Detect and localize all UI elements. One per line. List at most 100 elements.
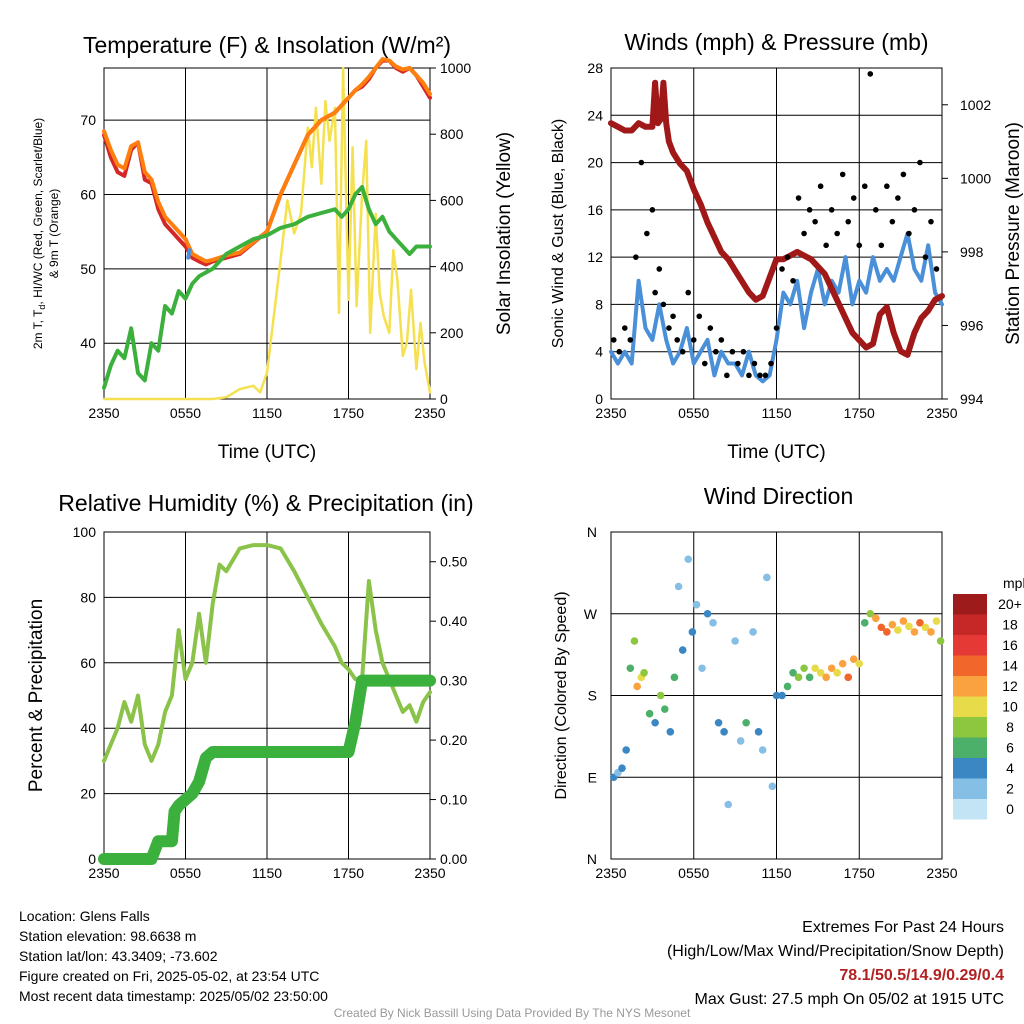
direction-point	[827, 664, 836, 673]
gust-point	[906, 230, 912, 237]
legend-swatch	[953, 655, 987, 676]
extremes-info: Extremes For Past 24 Hours (High/Low/Max…	[667, 916, 1004, 1012]
y-tick-label: 28	[587, 60, 603, 76]
direction-point	[720, 728, 728, 736]
gust-point	[790, 277, 796, 284]
gust-point	[638, 159, 645, 166]
y-axis-label: Direction (Colored By Speed)	[553, 591, 570, 799]
legend-swatch	[953, 799, 987, 820]
y-tick-label: 0	[595, 391, 603, 407]
y-tick-label: 20	[587, 155, 603, 171]
gust-point	[873, 207, 879, 213]
y2-axis-label: Station Pressure (Maroon)	[1003, 122, 1024, 345]
y2-tick-label: 0.20	[440, 732, 467, 748]
legend-swatch	[953, 594, 987, 615]
gust-point	[679, 348, 686, 355]
x-axis-label: Time (UTC)	[218, 442, 317, 463]
gust-point	[713, 348, 719, 355]
chart-title: Temperature (F) & Insolation (W/m²)	[83, 32, 451, 58]
direction-point	[833, 668, 841, 677]
direction-point	[670, 673, 679, 682]
x-tick-label: 1750	[333, 405, 364, 421]
gust-point	[911, 207, 918, 213]
y2-tick-label: 200	[440, 325, 464, 341]
gust-point	[850, 195, 857, 201]
gust-point	[812, 218, 818, 225]
x-tick-label: 1150	[761, 405, 791, 421]
winds-panel: 2350 0550 1150 1750 235004812162024289949969…	[550, 29, 1024, 463]
gust-point	[666, 325, 672, 331]
y-axis-label: 2m T, Td, HI/WC (Red, Green, Scarlet/Blu…	[31, 118, 47, 349]
direction-point	[749, 628, 757, 636]
gust-point	[746, 372, 752, 379]
direction-point	[816, 668, 825, 677]
y2-tick-label: 0.40	[440, 613, 467, 629]
y-tick-label: 100	[73, 524, 97, 540]
y-tick-label: 16	[587, 202, 603, 218]
x-tick-label: 2350	[414, 865, 445, 881]
gust-point	[757, 372, 763, 379]
legend-label: 12	[1002, 678, 1018, 694]
direction-point	[860, 619, 869, 627]
y-axis-label: Sonic Wind & Gust (Blue, Black)	[550, 119, 567, 348]
gust-point	[656, 266, 663, 272]
x-tick-label: 2350	[414, 405, 445, 421]
direction-point	[742, 718, 750, 727]
chart-title: Wind Direction	[704, 483, 854, 509]
gust-point	[884, 183, 890, 190]
gust-point	[895, 195, 901, 201]
y-tick-label: 80	[80, 589, 96, 605]
y-tick-label: W	[584, 606, 598, 622]
gust-point	[735, 360, 741, 367]
legend-swatch	[953, 696, 987, 717]
x-tick-label: 2350	[595, 405, 626, 421]
x-tick-label: 0550	[678, 865, 709, 881]
y-tick-label: 40	[80, 335, 96, 351]
legend-label: 18	[1002, 617, 1018, 633]
max-gust-text: Max Gust: 27.5 mph On 05/02 at 1915 UTC	[694, 991, 1005, 1008]
pressure-line	[608, 79, 945, 358]
direction-point	[794, 673, 803, 682]
direction-point	[936, 637, 945, 645]
gust-point	[917, 159, 923, 166]
direction-point	[800, 664, 808, 673]
direction-point	[698, 664, 706, 673]
direction-point	[811, 664, 819, 673]
y-tick-label: 0	[88, 851, 96, 867]
direction-point	[626, 664, 635, 673]
direction-point	[805, 673, 814, 682]
gust-point	[762, 372, 769, 379]
y-tick-label: 4	[595, 344, 603, 360]
direction-point	[888, 620, 897, 629]
direction-point	[768, 782, 777, 791]
series-line	[102, 66, 432, 401]
direction-point	[932, 617, 941, 625]
x-tick-label: 1150	[252, 405, 282, 421]
gust-point	[856, 242, 863, 249]
chart-title: Relative Humidity (%) & Precipitation (i…	[58, 490, 473, 516]
series-line	[186, 248, 192, 260]
direction-point	[772, 691, 781, 700]
y-tick-label: 40	[80, 720, 96, 736]
direction-point	[709, 619, 717, 627]
elevation-text: Station elevation: 98.6638 m	[19, 928, 197, 944]
legend-label: 10	[1002, 699, 1018, 715]
gust-point	[784, 254, 791, 260]
legend-title: mph	[1003, 575, 1024, 591]
gust-point	[795, 195, 802, 201]
direction-point	[778, 691, 786, 700]
direction-point	[758, 746, 767, 754]
x-tick-label: 1750	[333, 865, 364, 881]
y2-tick-label: 600	[440, 192, 464, 208]
direction-point	[849, 655, 858, 663]
y2-tick-label: 0.50	[440, 554, 467, 570]
direction-point	[622, 746, 630, 754]
precip-line	[98, 674, 436, 865]
gust-point	[652, 289, 658, 296]
gust-point	[928, 218, 934, 225]
direction-point	[838, 659, 847, 668]
gust-point	[649, 207, 656, 213]
y-tick-label: N	[587, 851, 597, 867]
